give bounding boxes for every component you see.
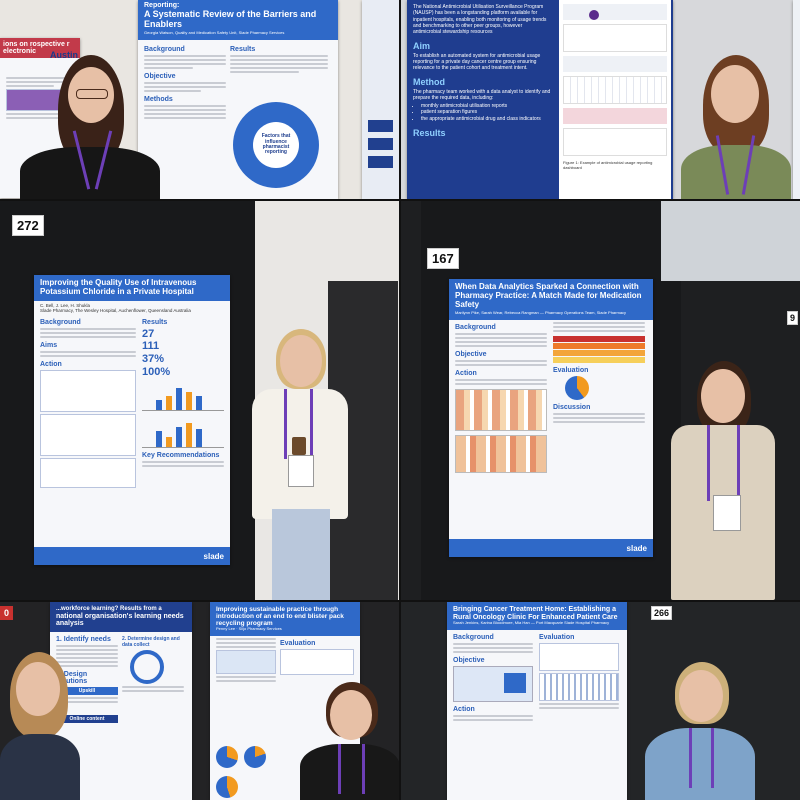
factors-label: Factors that influence pharmacist report… — [253, 121, 299, 168]
section-method: Method — [413, 77, 445, 88]
poster-authors: Penny Lee · Slijo Pharmacy Services — [216, 626, 282, 632]
poster-title-top: Reporting: — [144, 2, 180, 9]
photo-panel-1: ions on rospective r electronic Austin R… — [0, 0, 399, 199]
person-presenter-4 — [659, 361, 789, 600]
section-results: Results — [230, 45, 256, 53]
poster-authors: C. Bell, J. Lee, H. Shukla — [40, 302, 91, 308]
board-number: 272 — [12, 215, 44, 236]
systematic-review-poster: Reporting: A Systematic Review of the Ba… — [138, 0, 338, 199]
poster-authors: Sarah Jenkins, Karina Bloodmore, Mia Han… — [453, 620, 610, 626]
poster-title: A Systematic Review of the Barriers and … — [144, 8, 317, 29]
method-item: patient separation figures — [421, 109, 551, 115]
photo-panel-3: 272 Improving the Quality Use of Intrave… — [0, 201, 399, 600]
section-results: Results — [413, 127, 446, 138]
line-chart — [539, 642, 619, 671]
section-design-solutions: 4. Design solutions — [56, 670, 88, 685]
poster-title: Improving sustainable practice through i… — [216, 606, 344, 628]
heatmap-table — [455, 434, 547, 473]
person-presenter-6 — [300, 682, 399, 800]
pie-chart — [244, 745, 266, 768]
rural-oncology-poster: Bringing Cancer Treatment Home: Establis… — [447, 602, 627, 800]
section-discussion: Discussion — [553, 403, 591, 411]
person-presenter-2 — [681, 55, 791, 199]
section-aim: Aim — [413, 41, 431, 52]
heatmap-table — [455, 388, 547, 431]
poster-affiliation: Slade Pharmacy, The Wesley Hospital, Auc… — [40, 307, 191, 313]
slade-logo: slade — [626, 544, 647, 553]
side-poster-header: ions on rospective r electronic — [0, 38, 80, 58]
photo-panel-4: 167 9 When Data Analytics Sparked a Conn… — [401, 201, 800, 600]
section-evaluation: Evaluation — [280, 639, 316, 647]
austin-logo: Austin — [50, 50, 78, 60]
pie-chart — [216, 745, 238, 768]
section-evaluation: Evaluation — [553, 366, 589, 374]
section-results: Results — [142, 318, 168, 326]
cycle-diagram — [130, 649, 164, 684]
poster-title: Bringing Cancer Treatment Home: Establis… — [453, 606, 618, 621]
slade-logo: slade — [203, 552, 224, 561]
section-action: Action — [40, 360, 62, 368]
section-action: Action — [455, 369, 477, 377]
section-objective: Objective — [144, 72, 176, 80]
section-objective: Objective — [453, 656, 485, 664]
person-presenter-1 — [20, 55, 160, 199]
stat-value: 27 — [142, 327, 155, 340]
photo-panel-2: The National Antimicrobial Utilisation S… — [401, 0, 800, 199]
section-background: Background — [455, 323, 496, 331]
board-number: 167 — [427, 248, 459, 269]
figure-caption: Figure 1: Example of antimicrobial usage… — [563, 160, 653, 170]
poster-authors: Georgia Watson, Quality and Medication S… — [144, 30, 285, 36]
tag-upskill: Upskill — [56, 686, 118, 695]
poster-authors: Marilynn Pike, Sarah Wear, Rebecca Rangm… — [455, 310, 627, 316]
data-analytics-poster: When Data Analytics Sparked a Connection… — [449, 279, 653, 557]
poster-title: Improving the Quality Use of Intravenous… — [40, 278, 197, 296]
section-evaluation: Evaluation — [539, 633, 575, 641]
results-bar-chart-1 — [142, 382, 224, 412]
factors-diagram: Factors that influence pharmacist report… — [233, 101, 319, 188]
section-aims: Aims — [40, 341, 58, 349]
person-presenter-7 — [645, 662, 755, 800]
person-presenter-3 — [248, 329, 352, 600]
dashboard-figure: Figure 1: Example of antimicrobial usage… — [559, 0, 671, 199]
photo-panel-5: 0 ...workforce learning? Results from a … — [0, 602, 399, 800]
method-item: monthly antimicrobial utilisation report… — [421, 103, 551, 109]
side-board-number: 9 — [787, 311, 799, 325]
section-objective: Objective — [455, 350, 487, 358]
risk-table — [553, 335, 645, 363]
aim-text: To establish an automated system for ant… — [413, 52, 541, 72]
section-key-recommendations: Key Recommendations — [142, 452, 220, 460]
board-number: 266 — [651, 606, 673, 620]
stat-value: 111 — [142, 340, 160, 353]
section-background: Background — [40, 318, 81, 326]
antimicrobial-poster: The National Antimicrobial Utilisation S… — [407, 0, 673, 199]
map-figure — [453, 665, 533, 702]
section-determine-design: 2. Determine design and data collect — [122, 635, 180, 648]
method-text: The pharmacy team worked with a data ana… — [413, 88, 551, 101]
intro-text: The National Antimicrobial Utilisation S… — [413, 4, 547, 35]
section-identify-needs: 1. Identify needs — [56, 635, 111, 643]
section-methods: Methods — [144, 95, 173, 103]
section-background: Background — [453, 633, 494, 641]
photo-panel-6: 266 Bringing Cancer Treatment Home: Esta… — [401, 602, 800, 800]
section-background: Background — [144, 45, 185, 53]
person-presenter-5 — [0, 652, 80, 800]
bar-chart — [539, 672, 619, 701]
neighbor-poster-edge — [793, 0, 800, 199]
results-bar-chart-2 — [142, 419, 224, 449]
pie-chart — [216, 775, 238, 798]
stat-value: 37% — [142, 352, 165, 365]
tag-online-content: Online content — [56, 714, 118, 723]
stat-value: 100% — [142, 365, 171, 378]
potassium-chloride-poster: Improving the Quality Use of Intravenous… — [34, 275, 230, 565]
poster-title: When Data Analytics Sparked a Connection… — [455, 282, 642, 309]
poster-title-top: ...workforce learning? Results from a — [56, 606, 162, 612]
evaluation-pie-chart — [565, 375, 589, 400]
right-poster-edge — [362, 0, 399, 199]
section-action: Action — [453, 705, 475, 713]
method-item: the appropriate antimicrobial drug and c… — [421, 116, 551, 122]
poster-title: national organisation's learning needs a… — [56, 612, 184, 628]
